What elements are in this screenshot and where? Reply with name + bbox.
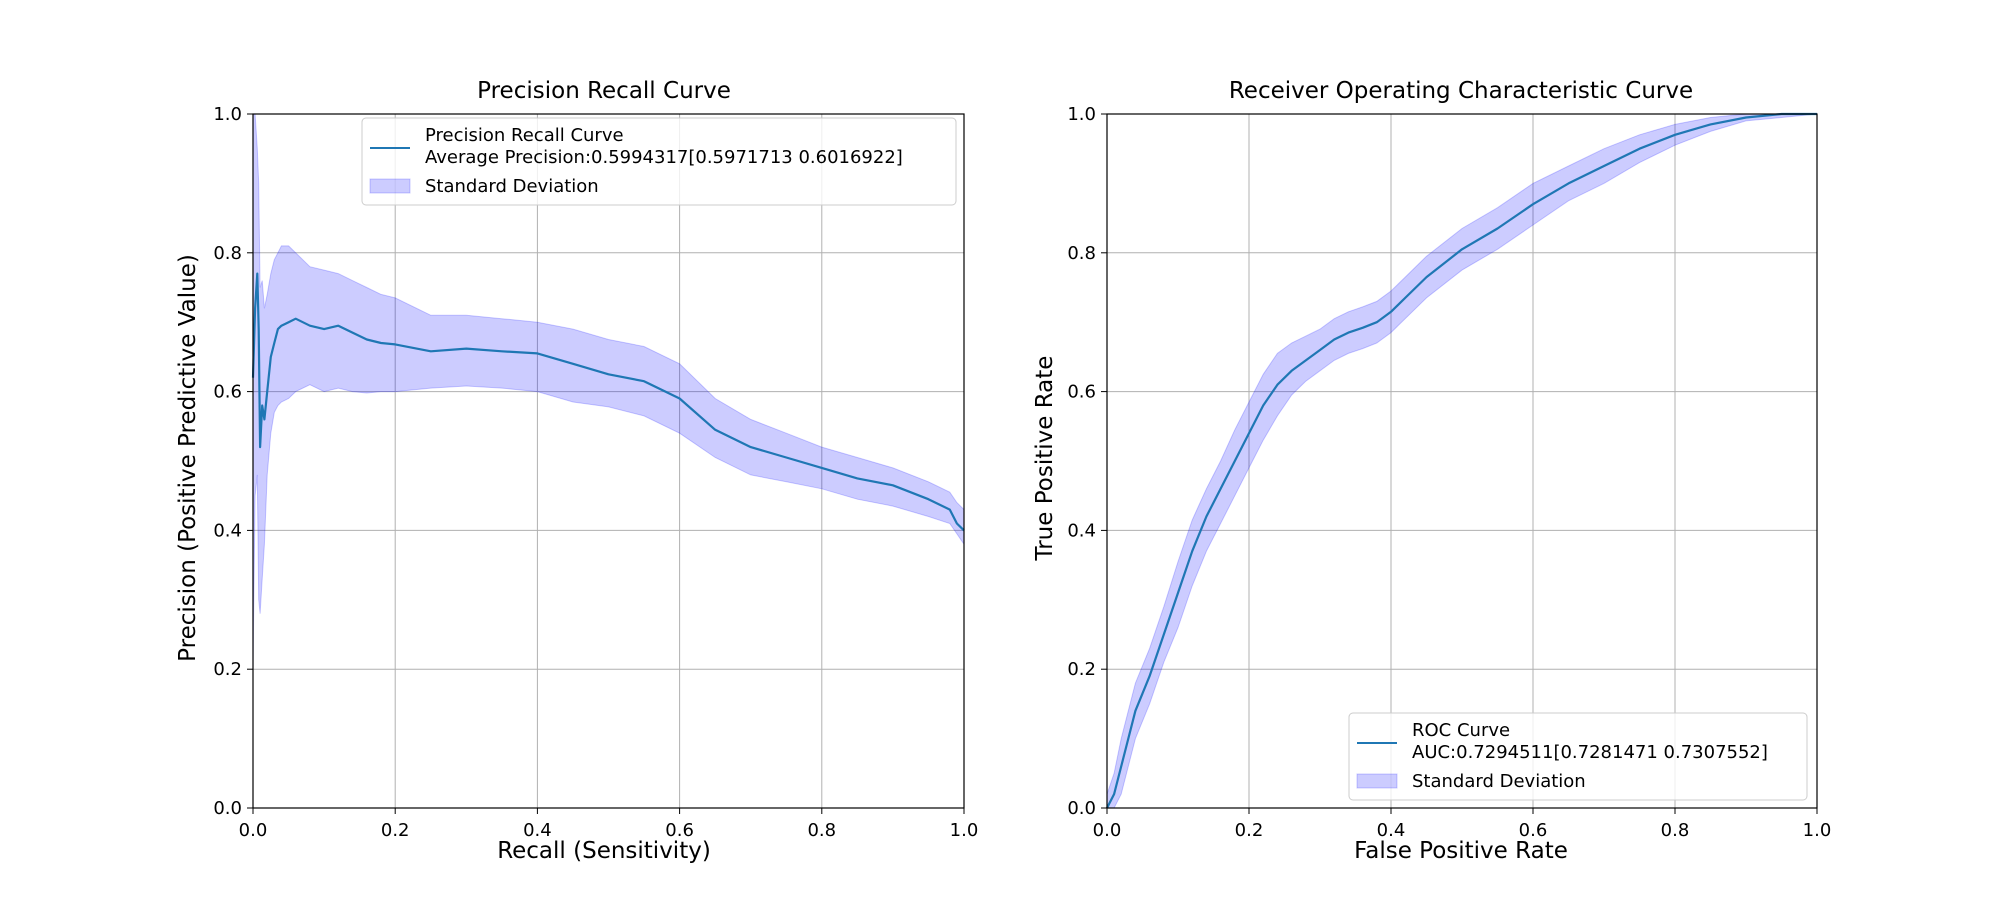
roc-x-tick-label: 0.2 (1235, 820, 1264, 841)
pr-x-tick-label: 0.0 (239, 820, 268, 841)
pr-x-tick-label: 0.6 (665, 820, 694, 841)
pr-legend-line-sublabel: Average Precision:0.5994317[0.5971713 0.… (425, 147, 903, 168)
roc-y-tick-label: 0.6 (1067, 382, 1096, 403)
roc-axes-box (1106, 113, 1818, 809)
roc-x-tick-label: 0.0 (1093, 820, 1122, 841)
pr-x-tick-label: 0.2 (381, 820, 410, 841)
roc-ticks: 0.0 0.2 0.4 0.6 0.8 1.0 0.0 0.2 0.4 0.6 0.8 1.0 (1067, 104, 1831, 841)
pr-y-axis-label: Precision (Positive Predictive Value) (175, 254, 201, 662)
roc-chart-title: Receiver Operating Characteristic Curve (1229, 78, 1693, 104)
roc-y-tick-label: 0.0 (1067, 798, 1096, 819)
roc-legend-line-sublabel: AUC:0.7294511[0.7281471 0.7307552] (1412, 742, 1768, 763)
pr-curve-line (251, 272, 965, 532)
pr-y-tick-label: 0.6 (213, 382, 242, 403)
pr-y-tick-label: 0.8 (213, 243, 242, 264)
pr-y-tick-label: 0.0 (213, 798, 242, 819)
roc-y-tick-label: 1.0 (1067, 104, 1096, 125)
roc-std-band (1106, 113, 1818, 809)
roc-x-axis-label: False Positive Rate (1354, 838, 1568, 864)
pr-legend-box (361, 117, 957, 206)
pr-ticks: 0.0 0.2 0.4 0.6 0.8 1.0 0.0 0.2 0.4 0.6 0.8 1.0 (213, 104, 978, 841)
roc-curve-line (1106, 112, 1817, 809)
pr-chart-title: Precision Recall Curve (477, 78, 731, 104)
roc-chart-panel: Receiver Operating Characteristic Curve … (1032, 78, 1831, 864)
pr-axes-box (252, 113, 965, 809)
pr-legend-line-label: Precision Recall Curve (425, 125, 624, 146)
pr-legend-band-swatch (369, 178, 411, 194)
pr-y-tick-label: 0.4 (213, 520, 242, 541)
roc-x-tick-label: 1.0 (1803, 820, 1832, 841)
roc-x-tick-label: 0.6 (1519, 820, 1548, 841)
pr-curve-group (251, 272, 965, 532)
roc-curve-group (1106, 112, 1817, 809)
pr-chart-panel: Precision Recall Curve Recall (Sensitivi… (175, 78, 978, 864)
roc-legend-band-label: Standard Deviation (1412, 771, 1586, 792)
roc-std-band-group (1106, 113, 1818, 809)
pr-y-tick-label: 1.0 (213, 104, 242, 125)
pr-axes-frame (252, 113, 965, 809)
pr-x-tick-label: 1.0 (950, 820, 979, 841)
pr-x-tick-label: 0.8 (807, 820, 836, 841)
pr-x-tick-label: 0.4 (523, 820, 552, 841)
roc-x-tick-label: 0.4 (1377, 820, 1406, 841)
roc-y-tick-label: 0.8 (1067, 243, 1096, 264)
roc-y-tick-label: 0.4 (1067, 520, 1096, 541)
roc-grid (1106, 113, 1818, 809)
roc-legend-line-label: ROC Curve (1412, 720, 1510, 741)
pr-legend-band-label: Standard Deviation (425, 176, 599, 197)
pr-legend: Precision Recall Curve Average Precision… (361, 117, 957, 206)
roc-x-tick-label: 0.8 (1661, 820, 1690, 841)
roc-legend-band-swatch (1356, 773, 1398, 789)
roc-legend: ROC Curve AUC:0.7294511[0.7281471 0.7307… (1348, 712, 1808, 801)
roc-y-tick-label: 0.2 (1067, 659, 1096, 680)
pr-y-tick-label: 0.2 (213, 659, 242, 680)
pr-x-axis-label: Recall (Sensitivity) (497, 838, 711, 864)
roc-legend-box (1348, 712, 1808, 801)
roc-axes-frame (1106, 113, 1818, 809)
roc-y-axis-label: True Positive Rate (1032, 356, 1058, 562)
